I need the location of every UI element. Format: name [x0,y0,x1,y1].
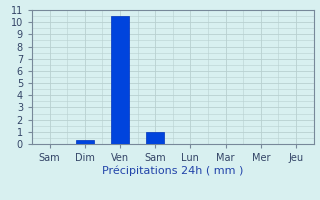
Bar [111,16,129,144]
Bar [147,132,164,144]
X-axis label: Précipitations 24h ( mm ): Précipitations 24h ( mm ) [102,166,244,176]
Bar [76,140,93,144]
